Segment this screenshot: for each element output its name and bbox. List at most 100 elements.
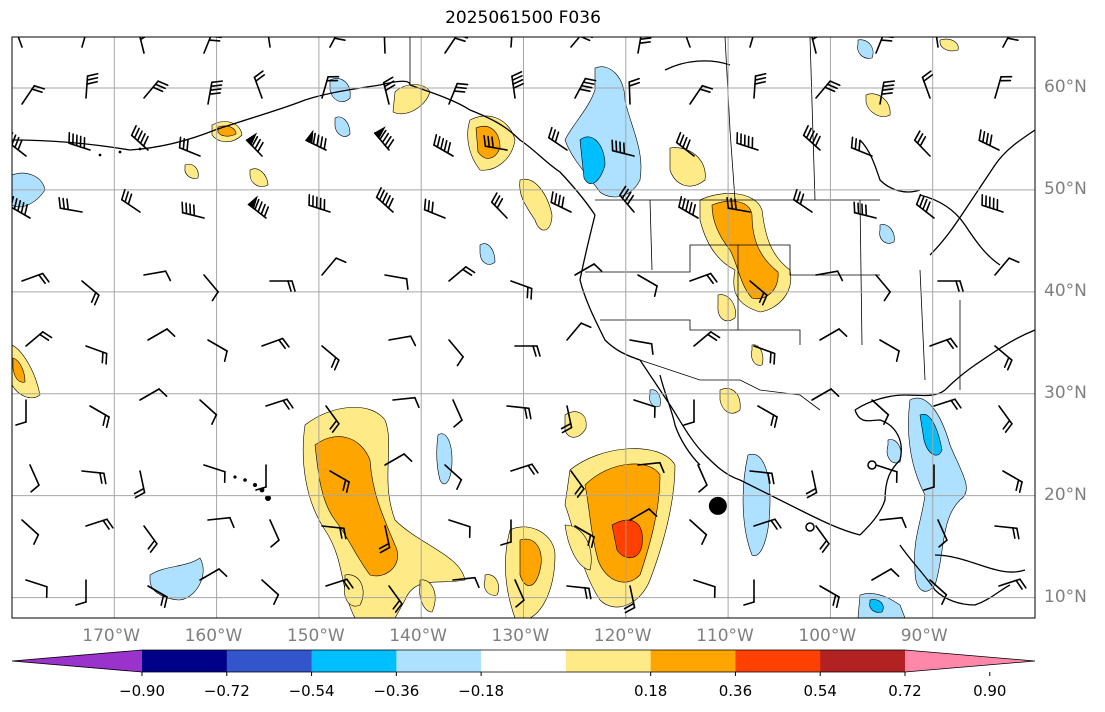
wind-barb — [448, 339, 464, 367]
wind-barb — [574, 77, 597, 99]
wind-barb — [675, 131, 695, 157]
wind-barb — [81, 280, 100, 306]
wind-barb — [483, 135, 508, 151]
wind-barb — [994, 345, 1013, 371]
wind-barb — [147, 328, 176, 341]
wind-barb — [207, 516, 235, 529]
wind-barb — [384, 274, 409, 290]
wind-barb — [139, 388, 168, 401]
wind-barb — [805, 470, 818, 499]
wind-barb — [815, 270, 844, 282]
wind-barb — [753, 518, 782, 530]
wind-barb — [261, 579, 280, 605]
wind-barb — [574, 525, 595, 548]
wind-barb — [566, 585, 592, 600]
station-markers — [805, 460, 877, 532]
wind-barb — [815, 80, 841, 99]
latitude-label: 20°N — [1044, 484, 1087, 505]
islands — [98, 147, 271, 501]
wind-barb — [510, 37, 514, 48]
wind-barb — [81, 470, 107, 485]
latitude-label: 10°N — [1044, 586, 1087, 607]
wind-barb — [25, 331, 53, 347]
colorbar-extend-low — [12, 650, 142, 672]
wind-barb — [373, 126, 395, 151]
wind-barb — [757, 405, 778, 428]
wind-barb — [21, 519, 40, 545]
wind-barb — [693, 579, 716, 599]
wind-barb — [994, 75, 1013, 99]
wind-barb — [514, 345, 541, 357]
wind-barb — [265, 398, 294, 410]
wind-barb — [25, 579, 48, 599]
wind-barb — [85, 345, 108, 365]
wind-barb — [689, 84, 714, 105]
wind-barb — [792, 188, 813, 213]
wind-barb — [304, 129, 327, 151]
wind-barb — [506, 405, 532, 420]
wind-barb — [879, 80, 895, 105]
wind-barb — [619, 185, 635, 213]
wind-barb — [574, 263, 603, 276]
wind-barb — [448, 266, 476, 282]
colorbar-segment — [311, 650, 397, 672]
wind-barb — [388, 585, 403, 613]
wind-barb — [994, 525, 1020, 540]
wind-barb — [375, 187, 394, 213]
wind-barb — [147, 585, 168, 608]
wind-barb — [743, 579, 755, 606]
wind-barb — [378, 525, 391, 554]
wind-barb — [433, 134, 454, 157]
wind-barb — [383, 37, 386, 54]
wind-barb — [514, 579, 525, 608]
wind-barb — [871, 399, 890, 425]
wind-barb — [510, 463, 539, 475]
colorbar-tick-label: −0.72 — [203, 682, 250, 700]
wind-barb — [850, 136, 873, 157]
wind-barb — [629, 508, 658, 521]
wind-barb — [68, 131, 91, 151]
wind-barb — [444, 464, 463, 490]
colorbar-segment — [565, 650, 652, 672]
wind-barb — [308, 193, 331, 213]
wind-barb — [693, 331, 721, 347]
wind-barb — [550, 191, 572, 213]
wind-barb — [382, 76, 396, 105]
colorbar-tick-label: −0.36 — [373, 682, 420, 700]
colorbar-segment — [396, 650, 482, 672]
wind-barb — [261, 337, 290, 350]
wind-barb — [245, 132, 264, 157]
wind-barb — [321, 345, 340, 371]
wind-barb — [560, 405, 573, 434]
colorbar — [11, 649, 1036, 676]
wind-barb — [269, 519, 280, 548]
wind-barb — [915, 193, 935, 219]
wind-barb — [815, 525, 830, 553]
wind-barb — [255, 464, 267, 491]
wind-barb — [203, 274, 219, 302]
wind-barb — [875, 464, 898, 484]
wind-barb — [923, 464, 935, 491]
wind-barb — [753, 345, 776, 365]
longitude-label: 130°W — [491, 626, 550, 646]
wind-barb — [29, 464, 40, 493]
wind-barb — [321, 525, 347, 540]
wind-barb — [629, 339, 654, 355]
wind-barb — [819, 585, 840, 608]
wind-barb — [247, 195, 270, 219]
wind-barb — [978, 129, 1000, 151]
latitude-label: 50°N — [1044, 178, 1087, 199]
wind-barb — [85, 72, 99, 99]
map-frame — [11, 36, 1036, 619]
wind-barb — [633, 399, 656, 419]
wind-barb — [452, 576, 480, 589]
wind-barb — [448, 519, 471, 539]
colorbar-segment — [735, 650, 821, 672]
wind-barb — [933, 398, 962, 410]
colorbar-tick-label: −0.54 — [288, 682, 335, 700]
wind-barb — [678, 196, 699, 219]
positive-anomaly-fill — [12, 38, 959, 618]
wind-barb — [143, 80, 169, 99]
wind-barb — [181, 201, 205, 219]
